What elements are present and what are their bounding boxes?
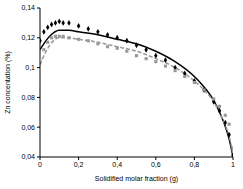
- svg-text:0,04: 0,04: [21, 153, 35, 160]
- svg-text:0,06: 0,06: [21, 124, 35, 131]
- svg-text:0,8: 0,8: [190, 161, 200, 168]
- svg-text:0,14: 0,14: [21, 4, 35, 11]
- svg-text:0,12: 0,12: [21, 34, 35, 41]
- svg-text:0,08: 0,08: [21, 94, 35, 101]
- svg-text:Zn concentation (%): Zn concentation (%): [8, 51, 12, 114]
- svg-text:0: 0: [38, 161, 42, 168]
- svg-text:0,6: 0,6: [151, 161, 161, 168]
- svg-text:0,4: 0,4: [112, 161, 122, 168]
- svg-text:Solidified molar fraction (g): Solidified molar fraction (g): [95, 175, 178, 183]
- svg-text:0,1: 0,1: [25, 64, 35, 71]
- svg-text:1: 1: [231, 161, 235, 168]
- svg-text:0,2: 0,2: [74, 161, 84, 168]
